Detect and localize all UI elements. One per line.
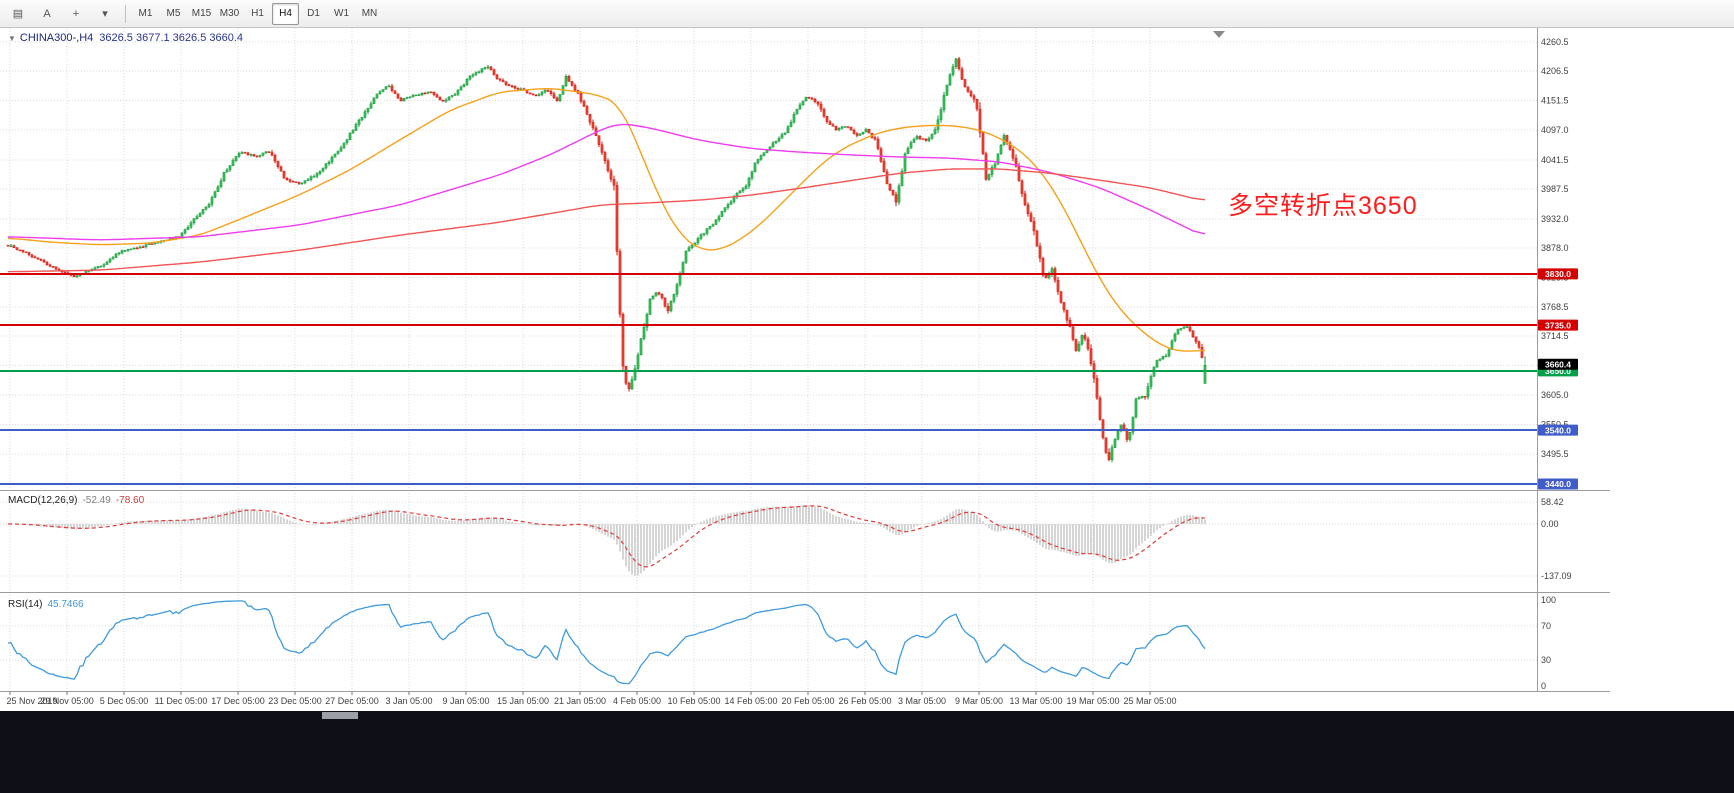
svg-text:21 Jan 05:00: 21 Jan 05:00	[554, 696, 606, 706]
new-chart-icon[interactable]: ▤	[12, 8, 24, 20]
svg-text:3 Mar 05:00: 3 Mar 05:00	[898, 696, 946, 706]
svg-text:0: 0	[1541, 681, 1546, 691]
svg-text:25 Mar 05:00: 25 Mar 05:00	[1123, 696, 1176, 706]
svg-text:-137.09: -137.09	[1541, 571, 1572, 581]
svg-text:9 Jan 05:00: 9 Jan 05:00	[442, 696, 489, 706]
svg-text:3932.0: 3932.0	[1541, 214, 1569, 224]
rsi-line	[7, 600, 1206, 685]
svg-text:29 Nov 05:00: 29 Nov 05:00	[40, 696, 94, 706]
tool-group: ▤ A + ▾	[4, 3, 119, 25]
annotation-text[interactable]: 多空转折点3650	[1228, 192, 1418, 220]
timeframe-group: M1 M5 M15 M30 H1 H4 D1 W1 MN	[132, 2, 383, 25]
grid-layer	[0, 28, 1537, 691]
svg-text:14 Feb 05:00: 14 Feb 05:00	[724, 696, 777, 706]
ma-slow-red	[7, 168, 1206, 273]
bottom-panel	[0, 711, 1734, 793]
svg-text:25 Nov 2019: 25 Nov 2019	[6, 696, 57, 706]
svg-text:3440.0: 3440.0	[1545, 479, 1571, 489]
svg-text:3768.5: 3768.5	[1541, 302, 1569, 312]
timeframe-D1[interactable]: D1	[307, 8, 320, 19]
svg-text:20 Feb 05:00: 20 Feb 05:00	[781, 696, 834, 706]
svg-text:3 Jan 05:00: 3 Jan 05:00	[385, 696, 432, 706]
macd-label: MACD(12,26,9) -52.49 -78.60	[8, 495, 144, 506]
macd-name: MACD(12,26,9)	[8, 495, 78, 506]
svg-text:4260.5: 4260.5	[1541, 37, 1569, 47]
rsi-name: RSI(14)	[8, 599, 43, 610]
svg-text:27 Dec 05:00: 27 Dec 05:00	[325, 696, 379, 706]
macd-histogram	[10, 505, 1206, 576]
timeframe-M30[interactable]: M30	[219, 8, 240, 19]
ma-fast-orange	[7, 88, 1206, 352]
axis-badges: 3830.0 3735.0 3650.0 3540.0 3440.0 3660.4	[1538, 268, 1578, 490]
svg-text:3605.0: 3605.0	[1541, 390, 1569, 400]
svg-text:4097.0: 4097.0	[1541, 125, 1569, 135]
svg-text:9 Mar 05:00: 9 Mar 05:00	[955, 696, 1003, 706]
objects-dropdown-icon[interactable]: ▾	[102, 8, 108, 20]
svg-text:3830.0: 3830.0	[1545, 269, 1571, 279]
svg-text:10 Feb 05:00: 10 Feb 05:00	[667, 696, 720, 706]
svg-text:5 Dec 05:00: 5 Dec 05:00	[100, 696, 149, 706]
svg-text:26 Feb 05:00: 26 Feb 05:00	[838, 696, 891, 706]
svg-text:4151.5: 4151.5	[1541, 96, 1569, 106]
timeframe-H4[interactable]: H4	[272, 2, 299, 25]
rsi-label: RSI(14) 45.7466	[8, 599, 84, 610]
svg-text:3495.5: 3495.5	[1541, 449, 1569, 459]
candles-layer	[6, 57, 1207, 463]
panel-frame	[0, 28, 1610, 692]
toolbar: ▤ A + ▾ M1 M5 M15 M30 H1 H4 D1 W1 MN	[0, 0, 1734, 28]
svg-text:13 Mar 05:00: 13 Mar 05:00	[1009, 696, 1062, 706]
svg-text:3878.0: 3878.0	[1541, 243, 1569, 253]
timeframe-M5[interactable]: M5	[166, 8, 181, 19]
cursor-tool-icon[interactable]: A	[43, 7, 51, 20]
chart-title: ▼ CHINA300-,H4 3626.5 3677.1 3626.5 3660.4	[8, 32, 243, 44]
svg-text:3735.0: 3735.0	[1545, 320, 1571, 330]
svg-text:58.42: 58.42	[1541, 497, 1564, 507]
svg-text:4206.5: 4206.5	[1541, 66, 1569, 76]
timeframe-W1[interactable]: W1	[334, 8, 349, 19]
svg-text:23 Dec 05:00: 23 Dec 05:00	[268, 696, 322, 706]
svg-text:4041.5: 4041.5	[1541, 155, 1569, 165]
svg-text:3987.5: 3987.5	[1541, 184, 1569, 194]
chart-shift-marker[interactable]	[1213, 31, 1225, 38]
macd-main-value: -52.49	[82, 495, 111, 506]
svg-text:100: 100	[1541, 595, 1556, 605]
moving-averages-layer	[7, 88, 1206, 352]
chart-svg: 4260.5 4206.5 4151.5 4097.0 4041.5 3987.5 3932…	[0, 28, 1610, 706]
svg-text:11 Dec 05:00: 11 Dec 05:00	[155, 696, 208, 706]
svg-text:15 Jan 05:00: 15 Jan 05:00	[497, 696, 549, 706]
chart-symbol-period: CHINA300-,H4	[19, 32, 94, 44]
svg-text:3660.4: 3660.4	[1545, 359, 1571, 369]
svg-text:3550.5: 3550.5	[1541, 419, 1569, 429]
timeframe-H1[interactable]: H1	[251, 8, 264, 19]
svg-text:3650.0: 3650.0	[1545, 366, 1571, 376]
svg-text:4 Feb 05:00: 4 Feb 05:00	[613, 696, 661, 706]
svg-text:19 Mar 05:00: 19 Mar 05:00	[1066, 696, 1119, 706]
timeframe-M15[interactable]: M15	[191, 8, 212, 19]
level-lines[interactable]	[0, 273, 1537, 485]
timeframe-MN[interactable]: MN	[361, 8, 378, 19]
svg-text:70: 70	[1541, 621, 1551, 631]
hscroll-thumb[interactable]	[322, 712, 358, 719]
timeframe-M1[interactable]: M1	[138, 8, 153, 19]
toolbar-separator	[125, 4, 126, 23]
svg-text:30: 30	[1541, 655, 1551, 665]
macd-signal-value: -78.60	[115, 495, 145, 506]
macd-signal-line	[8, 505, 1206, 568]
collapse-icon[interactable]: ▼	[8, 34, 16, 43]
svg-text:3540.0: 3540.0	[1545, 425, 1571, 435]
chart-ohlc-values: 3626.5 3677.1 3626.5 3660.4	[99, 32, 244, 44]
rsi-value: 45.7466	[47, 599, 84, 610]
svg-text:17 Dec 05:00: 17 Dec 05:00	[211, 696, 265, 706]
crosshair-tool-icon[interactable]: +	[72, 7, 80, 20]
svg-text:0.00: 0.00	[1541, 519, 1559, 529]
svg-text:3714.5: 3714.5	[1541, 331, 1569, 341]
ma-medium-magenta	[8, 123, 1206, 241]
